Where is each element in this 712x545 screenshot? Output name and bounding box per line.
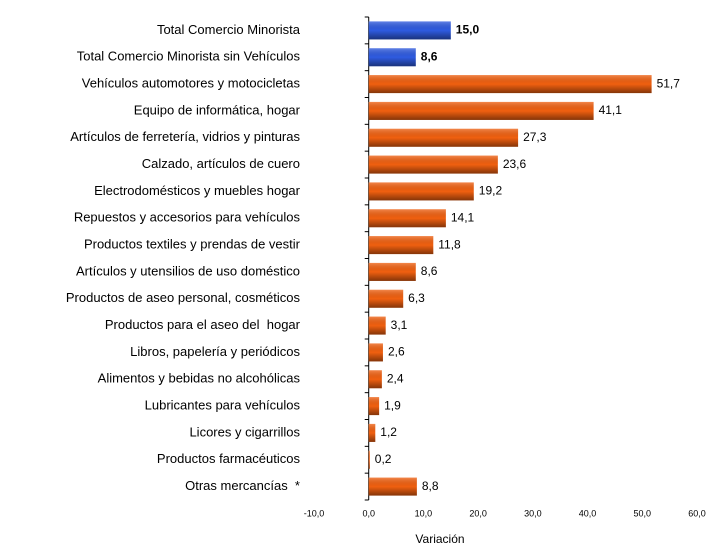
bar-shade — [368, 423, 376, 442]
category-label: Productos de aseo personal, cosméticos — [66, 290, 301, 305]
category-label: Artículos y utensilios de uso doméstico — [76, 263, 300, 278]
value-label: 6,3 — [408, 291, 425, 305]
x-tick-label: 50,0 — [634, 508, 652, 518]
value-label: 15,0 — [456, 23, 480, 37]
category-label: Artículos de ferretería, vidrios y pintu… — [70, 129, 300, 144]
bar-shade — [368, 450, 370, 469]
bar-shade — [368, 289, 404, 308]
bar-shade — [368, 370, 382, 389]
bar-shade — [368, 101, 594, 120]
value-label: 1,2 — [380, 425, 397, 439]
x-tick-label: 10,0 — [415, 508, 433, 518]
value-label: 8,6 — [421, 49, 438, 63]
x-tick-label: 30,0 — [524, 508, 542, 518]
category-label: Vehículos automotores y motocicletas — [82, 76, 301, 91]
value-label: 3,1 — [391, 318, 408, 332]
category-label: Alimentos y bebidas no alcohólicas — [98, 371, 301, 386]
value-label: 41,1 — [599, 103, 623, 117]
bar-shade — [368, 128, 519, 147]
value-label: 19,2 — [479, 184, 503, 198]
category-label: Total Comercio Minorista — [157, 22, 301, 37]
category-label: Productos para el aseo del hogar — [105, 317, 301, 332]
value-label: 14,1 — [451, 210, 475, 224]
value-label: 8,8 — [422, 479, 439, 493]
category-label: Lubricantes para vehículos — [145, 398, 301, 413]
bar-shade — [368, 397, 380, 416]
value-label: 8,6 — [421, 264, 438, 278]
bar-shade — [368, 209, 446, 228]
category-label: Total Comercio Minorista sin Vehículos — [77, 49, 301, 64]
category-label: Electrodomésticos y muebles hogar — [94, 183, 301, 198]
category-label: Productos textiles y prendas de vestir — [84, 237, 301, 252]
value-label: 11,8 — [438, 237, 461, 251]
x-tick-label: -10,0 — [304, 508, 325, 518]
x-tick-label: 40,0 — [579, 508, 597, 518]
bar-shade — [368, 316, 386, 335]
bar-shade — [368, 236, 434, 255]
x-axis-label: Variación — [415, 532, 464, 545]
bar-shade — [368, 155, 498, 174]
bar-shade — [368, 343, 383, 362]
bar-shade — [368, 75, 652, 94]
value-label: 51,7 — [657, 76, 681, 90]
category-label: Productos farmacéuticos — [157, 451, 301, 466]
x-tick-label: 20,0 — [469, 508, 487, 518]
category-label: Otras mercancías * — [185, 478, 300, 493]
x-tick-label: 60,0 — [688, 508, 706, 518]
bar-shade — [368, 262, 416, 281]
value-label: 0,2 — [375, 452, 392, 466]
bar-shade — [368, 477, 417, 496]
value-label: 2,6 — [388, 345, 405, 359]
bar-shade — [368, 182, 474, 201]
bar-shade — [368, 21, 451, 40]
category-label: Repuestos y accesorios para vehículos — [74, 210, 301, 225]
value-label: 1,9 — [384, 398, 401, 412]
value-label: 2,4 — [387, 371, 404, 385]
category-label: Equipo de informática, hogar — [134, 102, 301, 117]
category-label: Libros, papelería y periódicos — [130, 344, 300, 359]
value-label: 23,6 — [503, 157, 527, 171]
category-label: Calzado, artículos de cuero — [142, 156, 300, 171]
bar-shade — [368, 48, 416, 67]
category-label: Licores y cigarrillos — [189, 424, 300, 439]
x-tick-label: 0,0 — [362, 508, 375, 518]
value-label: 27,3 — [523, 130, 547, 144]
